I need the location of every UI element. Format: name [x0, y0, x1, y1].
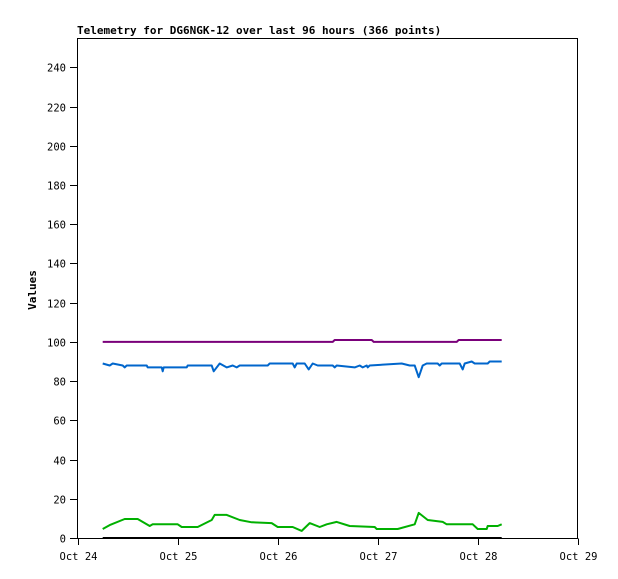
x-tick-label: Oct 24 [60, 551, 98, 563]
x-axis: Oct 24 Oct 25 Oct 26 Oct 27 Oct 28 Oct 29 [60, 538, 598, 563]
line-series-3 [102, 511, 503, 532]
y-axis-label: Values [26, 270, 39, 310]
y-tick-label: 160 [47, 220, 66, 232]
y-tick-label: 100 [47, 338, 66, 350]
y-tick-label: 220 [47, 103, 66, 115]
plot-area [77, 38, 578, 539]
chart-title: Telemetry for DG6NGK-12 over last 96 hou… [77, 24, 441, 37]
x-tick-label: Oct 26 [260, 551, 298, 563]
series-lines [102, 339, 503, 539]
y-tick-label: 240 [47, 63, 66, 75]
x-tick-label: Oct 25 [160, 551, 198, 563]
y-axis: 0 20 40 60 80 100 120 140 160 180 200 220 240 [47, 63, 78, 546]
y-tick-label: 180 [47, 181, 66, 193]
x-tick-label: Oct 29 [560, 551, 598, 563]
y-tick-label: 120 [47, 299, 66, 311]
line-series-2 [102, 360, 502, 379]
y-tick-label: 60 [53, 416, 66, 428]
line-series-1 [102, 339, 502, 343]
y-tick-label: 80 [53, 377, 66, 389]
x-tick-label: Oct 28 [460, 551, 498, 563]
y-tick-label: 40 [53, 456, 66, 468]
y-tick-label: 140 [47, 259, 66, 271]
x-tick-label: Oct 27 [360, 551, 398, 563]
y-tick-label: 20 [53, 495, 66, 507]
y-tick-label: 200 [47, 142, 66, 154]
y-tick-label: 0 [60, 534, 66, 546]
